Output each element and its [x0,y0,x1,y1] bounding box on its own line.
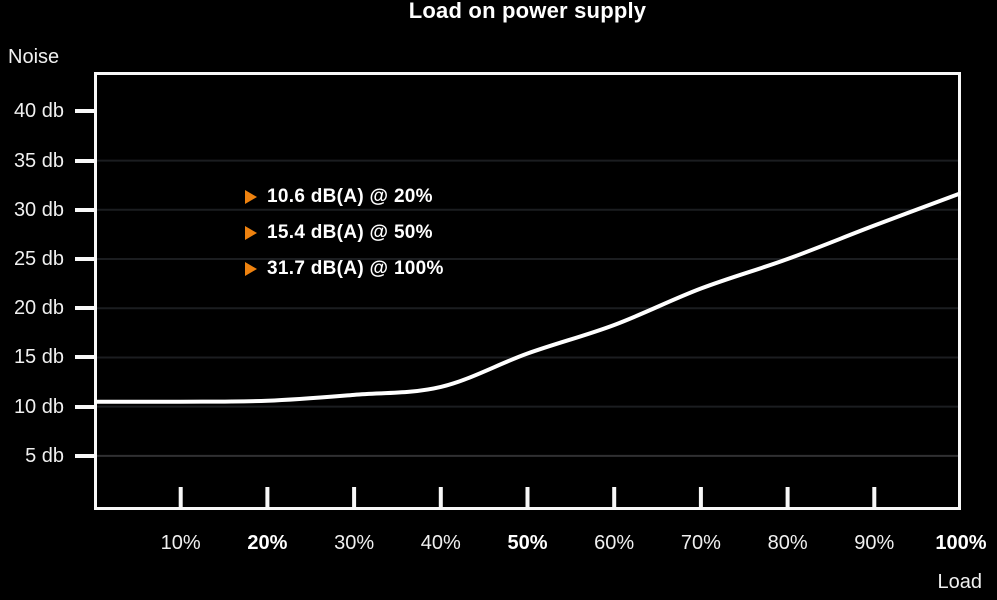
x-axis-label: 50% [507,532,548,554]
x-axis-label: 90% [854,532,895,554]
y-axis-label: 25 db [13,248,64,270]
triangle-bullet-icon [245,225,257,240]
y-axis-title: Noise [8,46,60,68]
x-axis-label: 80% [767,532,808,554]
y-axis-label: 15 db [13,346,64,369]
y-axis-tick [75,355,94,360]
y-axis-tick [75,404,94,409]
x-axis-label: 70% [680,532,721,554]
y-axis-label: 20 db [13,297,64,320]
x-axis-label: 40% [420,532,461,554]
y-axis-tick [75,207,94,212]
annotations: 10.6 dB(A) @ 20% 15.4 dB(A) @ 50% 31.7 dB(… [245,185,444,293]
x-axis-label: 10% [160,532,201,554]
x-axis-label: 30% [334,532,375,554]
x-axis-title: Load [937,571,983,593]
plot-area: 10.6 dB(A) @ 20% 15.4 dB(A) @ 50% 31.7 dB(… [94,72,961,510]
x-axis-label: 100% [935,532,987,554]
annotation-row: 10.6 dB(A) @ 20% [245,185,444,208]
y-axis-label: 30 db [13,198,64,221]
y-axis-tick [75,158,94,163]
y-axis-tick [75,453,94,458]
x-axis-label: 60% [594,532,635,554]
y-axis-tick [75,109,94,114]
plot-canvas [94,159,961,507]
annotation-text: 31.7 dB(A) @ 100% [267,257,444,279]
triangle-bullet-icon [245,189,257,204]
y-axis-label: 40 db [13,100,64,123]
noise-curve [94,191,961,404]
annotation-text: 15.4 dB(A) @ 50% [267,221,433,243]
y-axis-tick [75,257,94,261]
triangle-bullet-icon [245,261,257,276]
annotation-row: 15.4 dB(A) @ 50% [245,221,444,244]
y-axis-label: 35 db [13,149,64,172]
y-axis-tick [75,306,94,311]
chart-title: Load on power supply [408,0,647,23]
y-axis-label: 5 db [25,444,64,467]
y-axis-label: 10 db [13,395,64,418]
x-axis-label: 20% [247,532,288,554]
annotation-row: 31.7 dB(A) @ 100% [245,257,444,280]
annotation-text: 10.6 dB(A) @ 20% [267,185,433,207]
